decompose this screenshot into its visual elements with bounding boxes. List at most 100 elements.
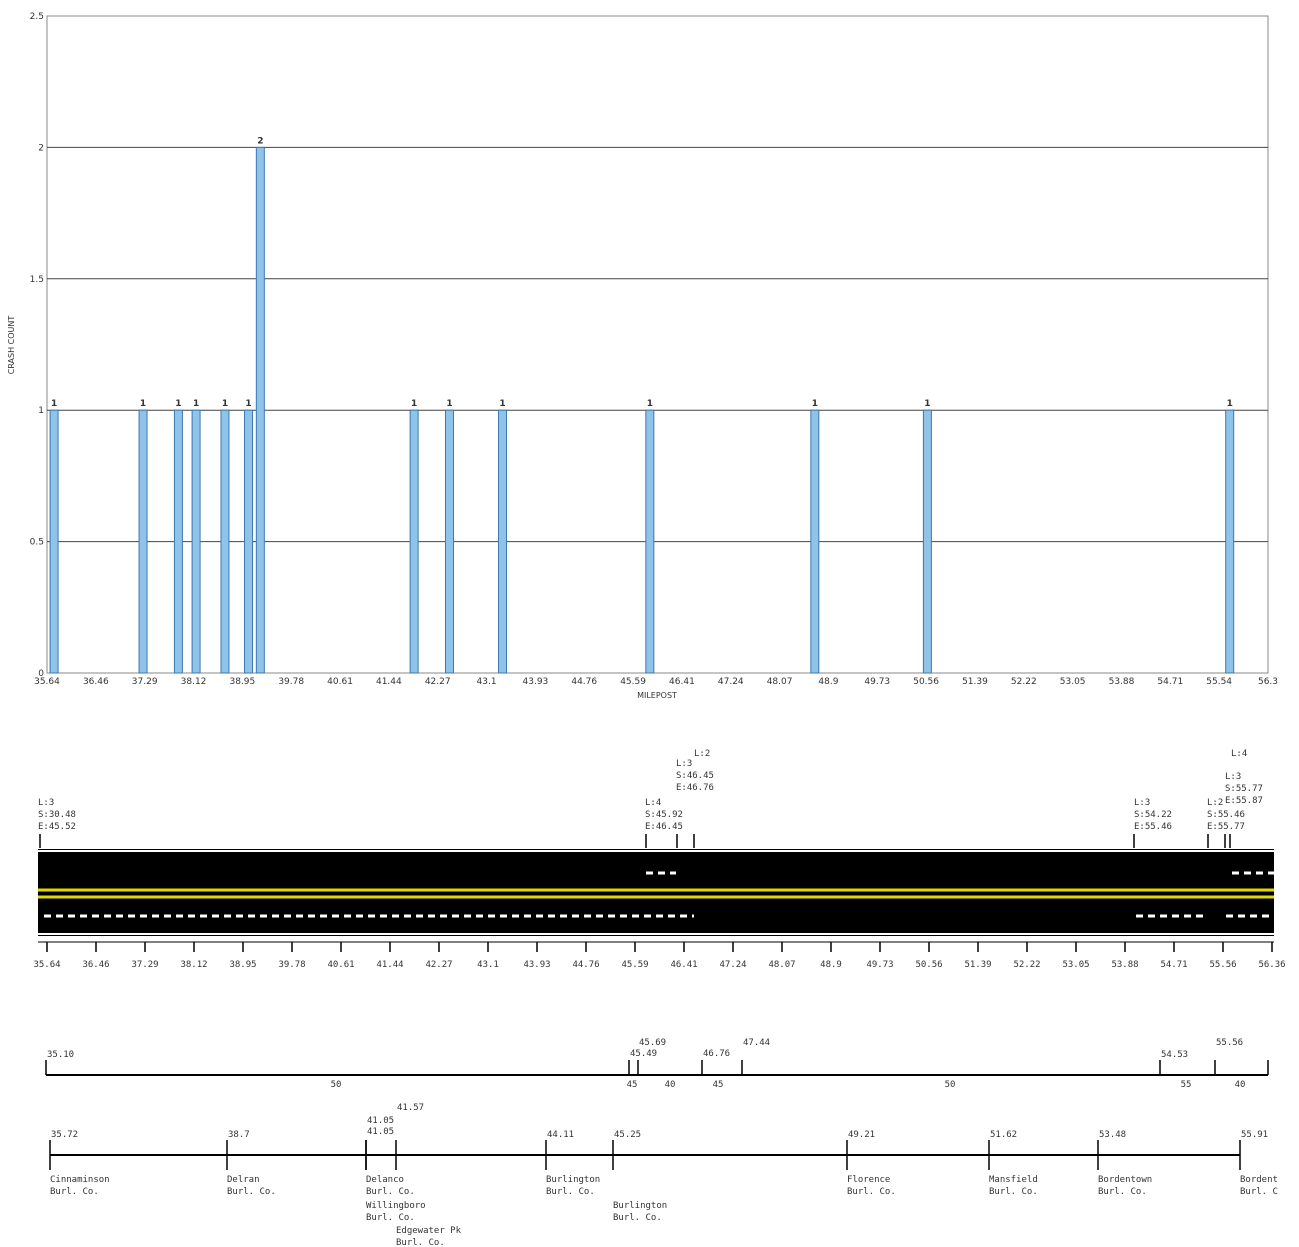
lane-axis-tick-label: 53.05 xyxy=(1062,960,1089,970)
lane-annotation-text: S:45.92 xyxy=(645,810,683,820)
municipality-name: Mansfield xyxy=(989,1175,1038,1185)
municipality-point-label: 51.62 xyxy=(990,1130,1017,1140)
bar xyxy=(173,409,183,674)
municipality-county: Burl. Co. xyxy=(546,1187,595,1197)
bar xyxy=(244,409,254,674)
lane-axis-tick-label: 52.22 xyxy=(1013,960,1040,970)
x-tick-label: 37.29 xyxy=(132,677,158,687)
municipality-name: Burlington xyxy=(613,1201,667,1211)
y-tick-label: 0 xyxy=(38,669,44,679)
lane-annotation-text: L:2 xyxy=(694,749,710,759)
lane-axis-tick-label: 45.59 xyxy=(621,960,648,970)
lane-annotation-text: L:4 xyxy=(645,798,661,808)
bar xyxy=(1225,409,1235,674)
lane-axis-tick-label: 50.56 xyxy=(915,960,942,970)
x-tick-label: 36.46 xyxy=(83,677,109,687)
lane-annotation-text: L:2 xyxy=(1207,798,1223,808)
municipality-name: Cinnaminson xyxy=(50,1175,110,1185)
municipality-name: Burlington xyxy=(546,1175,600,1185)
municipality-name: Florence xyxy=(847,1175,890,1185)
lane-annotation-text: S:30.48 xyxy=(38,810,76,820)
municipality-point-label: 41.05 xyxy=(367,1116,394,1126)
municipality-point-label: 35.72 xyxy=(51,1130,78,1140)
speed-limit-label: 40 xyxy=(1235,1080,1246,1090)
municipality-county: Burl. Co. xyxy=(50,1187,99,1197)
lane-axis-tick-label: 35.64 xyxy=(33,960,60,970)
bar xyxy=(645,409,655,674)
x-tick-label: 49.73 xyxy=(864,677,890,687)
x-tick-label: 54.71 xyxy=(1157,677,1183,687)
lane-axis-tick-label: 44.76 xyxy=(572,960,599,970)
municipality-point-label: 44.11 xyxy=(547,1130,574,1140)
bar xyxy=(498,409,508,674)
x-axis-label: MILEPOST xyxy=(637,691,677,700)
speed-limit-label: 50 xyxy=(331,1080,342,1090)
lane-axis-tick-label: 43.1 xyxy=(477,960,499,970)
lane-axis-tick-label: 55.56 xyxy=(1209,960,1236,970)
x-tick-label: 51.39 xyxy=(962,677,988,687)
lane-axis-tick-label: 49.73 xyxy=(866,960,893,970)
x-tick-label: 47.24 xyxy=(718,677,744,687)
x-tick-label: 56.3 xyxy=(1258,677,1278,687)
lane-annotation-text: S:55.77 xyxy=(1225,784,1263,794)
speed-point-label: 47.44 xyxy=(743,1038,770,1048)
lane-annotation-text: S:54.22 xyxy=(1134,810,1172,820)
lane-axis-tick-label: 46.41 xyxy=(670,960,697,970)
lane-annotation-text: E:46.45 xyxy=(645,822,683,832)
x-tick-label: 40.61 xyxy=(327,677,353,687)
roadway-band xyxy=(38,849,1274,936)
municipality-point-label: 41.05 xyxy=(367,1127,394,1137)
lane-annotation-text: S:46.45 xyxy=(676,771,714,781)
lane-annotation-text: E:55.46 xyxy=(1134,822,1172,832)
municipality-name: Delran xyxy=(227,1175,260,1185)
bar-value-label: 1 xyxy=(924,399,930,409)
municipality-county: Burl. Co. xyxy=(366,1187,415,1197)
y-tick-label: 1.5 xyxy=(30,275,44,285)
lane-axis-tick-label: 43.93 xyxy=(523,960,550,970)
bar xyxy=(922,409,932,674)
lane-annotation-text: E:46.76 xyxy=(676,783,714,793)
lane-axis-tick-label: 38.95 xyxy=(229,960,256,970)
bar-value-label: 1 xyxy=(175,399,181,409)
lane-annotations: L:3 S:30.48 E:45.52 L:4 S:45.92 E:46.45 L:3 S:4… xyxy=(38,749,1263,832)
lane-annotation-text: E:45.52 xyxy=(38,822,76,832)
lane-axis-tick-label: 51.39 xyxy=(964,960,991,970)
speed-limit-label: 45 xyxy=(713,1080,724,1090)
speed-point-label: 45.69 xyxy=(639,1038,666,1048)
x-tick-label: 35.64 xyxy=(34,677,60,687)
speed-point-label: 45.49 xyxy=(630,1049,657,1059)
lane-axis-tick-label: 42.27 xyxy=(425,960,452,970)
lane-annotation-text: S:55.46 xyxy=(1207,810,1245,820)
lane-axis-tick-label: 47.24 xyxy=(719,960,746,970)
municipality-point-label: 38.7 xyxy=(228,1130,250,1140)
x-tick-label: 41.44 xyxy=(376,677,402,687)
municipality-name: Edgewater Pk xyxy=(396,1226,462,1236)
lane-axis-tick-label: 38.12 xyxy=(180,960,207,970)
plot-area xyxy=(46,15,1269,674)
lane-annotation-text: L:3 xyxy=(1134,798,1150,808)
y-tick-labels: 0 0.5 1 1.5 2 2.5 xyxy=(30,12,45,679)
municipality-county: Burl. Co. xyxy=(227,1187,276,1197)
lane-axis-tick-label: 39.78 xyxy=(278,960,305,970)
speed-point-label: 55.56 xyxy=(1216,1038,1243,1048)
bar-value-label: 1 xyxy=(193,399,199,409)
x-tick-label: 52.22 xyxy=(1011,677,1037,687)
y-tick-label: 0.5 xyxy=(30,538,44,548)
bar xyxy=(138,409,148,674)
lane-diagram: L:3 S:30.48 E:45.52 L:4 S:45.92 E:46.45 L:3 S:4… xyxy=(33,749,1285,970)
lane-axis-tick-label: 37.29 xyxy=(131,960,158,970)
municipality-county: Burl. Co. xyxy=(613,1213,662,1223)
x-tick-label: 46.41 xyxy=(669,677,695,687)
municipality-county: Burl. Co. xyxy=(989,1187,1038,1197)
speed-limit-label: 55 xyxy=(1181,1080,1192,1090)
lane-axis-tick-label: 36.46 xyxy=(82,960,109,970)
municipality-name: Bordentown xyxy=(1098,1175,1152,1185)
bar-value-label: 1 xyxy=(647,399,653,409)
lane-annotation-text: L:4 xyxy=(1231,749,1247,759)
lane-axis-tick-label: 40.61 xyxy=(327,960,354,970)
bar-value-label: 1 xyxy=(499,399,505,409)
